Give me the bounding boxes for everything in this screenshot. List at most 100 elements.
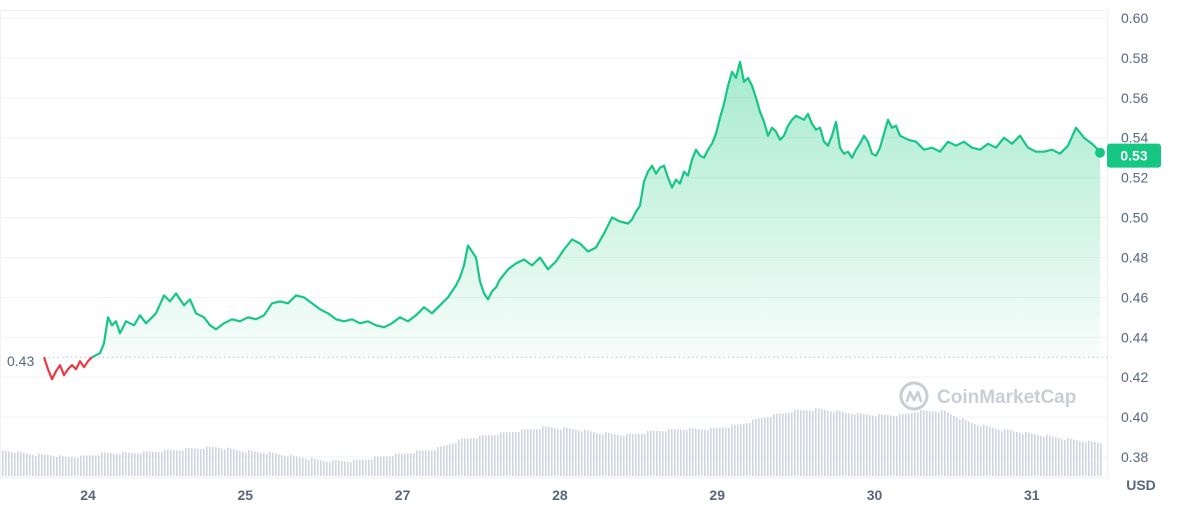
volume-bar: [1064, 439, 1066, 476]
volume-bar: [677, 429, 679, 476]
x-tick-label: 30: [867, 487, 883, 503]
volume-bar: [893, 415, 895, 476]
volume-bar: [1040, 435, 1042, 476]
volume-bar: [626, 433, 628, 476]
volume-bar: [293, 455, 295, 476]
volume-bar: [683, 429, 685, 476]
volume-bar: [194, 448, 196, 476]
volume-bar: [236, 450, 238, 476]
volume-bar: [98, 455, 100, 476]
volume-bar: [878, 413, 880, 476]
volume-bar: [494, 435, 496, 476]
volume-bar: [1046, 434, 1048, 476]
volume-bar: [1034, 434, 1036, 476]
volume-bar: [548, 426, 550, 476]
volume-bar: [890, 415, 892, 476]
volume-bar: [53, 456, 55, 476]
volume-bar: [920, 409, 922, 476]
volume-bar: [488, 435, 490, 476]
volume-bar: [704, 429, 706, 476]
volume-bar: [851, 414, 853, 476]
volume-bar: [356, 459, 358, 476]
volume-bar: [395, 453, 397, 476]
volume-bar: [446, 444, 448, 476]
volume-bar: [767, 417, 769, 476]
volume-bar: [119, 454, 121, 476]
volume-bar: [500, 432, 502, 476]
volume-bar: [746, 423, 748, 476]
volume-bar: [245, 452, 247, 476]
volume-bar: [26, 453, 28, 476]
volume-bar: [44, 454, 46, 476]
volume-bar: [347, 461, 349, 476]
coinmarketcap-logo-icon: [899, 381, 929, 411]
y-tick-label: 0.38: [1121, 449, 1148, 465]
volume-bar: [248, 450, 250, 476]
volume-bar: [914, 412, 916, 476]
volume-bar: [332, 459, 334, 476]
x-tick-label: 31: [1024, 487, 1040, 503]
volume-bar: [65, 456, 67, 476]
last-price-dot: [1095, 147, 1105, 158]
volume-bar: [1031, 433, 1033, 476]
volume-bar: [1058, 438, 1060, 476]
volume-bar: [731, 424, 733, 476]
volume-bar: [929, 411, 931, 476]
volume-bar: [815, 408, 817, 476]
volume-bar: [278, 454, 280, 476]
volume-bar: [764, 417, 766, 476]
volume-bar: [896, 416, 898, 476]
volume-bar: [428, 450, 430, 476]
volume-bar: [716, 427, 718, 476]
volume-bar: [170, 449, 172, 476]
volume-bar: [809, 410, 811, 476]
watermark: CoinMarketCap: [899, 381, 1076, 411]
volume-bar: [668, 428, 670, 476]
y-tick-label: 0.54: [1121, 130, 1148, 146]
volume-bar: [740, 424, 742, 476]
volume-bar: [467, 438, 469, 476]
volume-bar: [938, 412, 940, 476]
volume-bar: [779, 413, 781, 476]
volume-bar: [377, 456, 379, 476]
volume-bar: [440, 446, 442, 476]
volume-bar: [728, 427, 730, 476]
volume-bar: [284, 455, 286, 476]
volume-bar: [698, 429, 700, 476]
volume-bar: [1070, 438, 1072, 476]
volume-bar: [167, 449, 169, 476]
volume-bar: [476, 438, 478, 476]
volume-bar: [539, 429, 541, 476]
volume-bar: [104, 452, 106, 476]
volume-bar: [233, 449, 235, 476]
volume-bar: [692, 428, 694, 476]
volume-bar: [1067, 437, 1069, 476]
volume-bar: [161, 452, 163, 476]
volume-bar: [551, 427, 553, 476]
volume-bar: [197, 448, 199, 476]
volume-bar: [935, 411, 937, 476]
volume-bar: [74, 457, 76, 476]
volume-bar: [485, 435, 487, 476]
volume-bar: [863, 413, 865, 476]
volume-bar: [389, 456, 391, 476]
volume-bar: [1028, 432, 1030, 476]
volume-bar: [425, 450, 427, 476]
volume-bar: [881, 414, 883, 476]
volume-bar: [257, 452, 259, 476]
volume-bar: [866, 414, 868, 476]
volume-bar: [1097, 442, 1099, 476]
volume-bar: [1010, 430, 1012, 476]
volume-bar: [416, 450, 418, 476]
volume-bar: [674, 429, 676, 476]
volume-bar: [713, 427, 715, 476]
volume-bar: [188, 448, 190, 476]
volume-bar: [953, 415, 955, 476]
volume-bar: [884, 414, 886, 476]
volume-bar: [785, 413, 787, 476]
volume-bar: [590, 431, 592, 476]
volume-bar: [140, 453, 142, 476]
volume-bar: [575, 429, 577, 476]
volume-bar: [263, 453, 265, 476]
